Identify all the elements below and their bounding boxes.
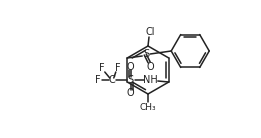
Text: S: S: [143, 49, 149, 59]
Text: F: F: [99, 63, 105, 73]
Text: CH₃: CH₃: [140, 103, 156, 112]
Text: NH: NH: [143, 75, 158, 85]
Text: O: O: [127, 88, 135, 98]
Text: F: F: [115, 63, 121, 73]
Text: S: S: [128, 75, 134, 85]
Text: O: O: [146, 62, 154, 72]
Text: Cl: Cl: [145, 27, 155, 37]
Text: F: F: [95, 75, 100, 85]
Text: O: O: [127, 62, 135, 72]
Text: C: C: [108, 75, 115, 85]
